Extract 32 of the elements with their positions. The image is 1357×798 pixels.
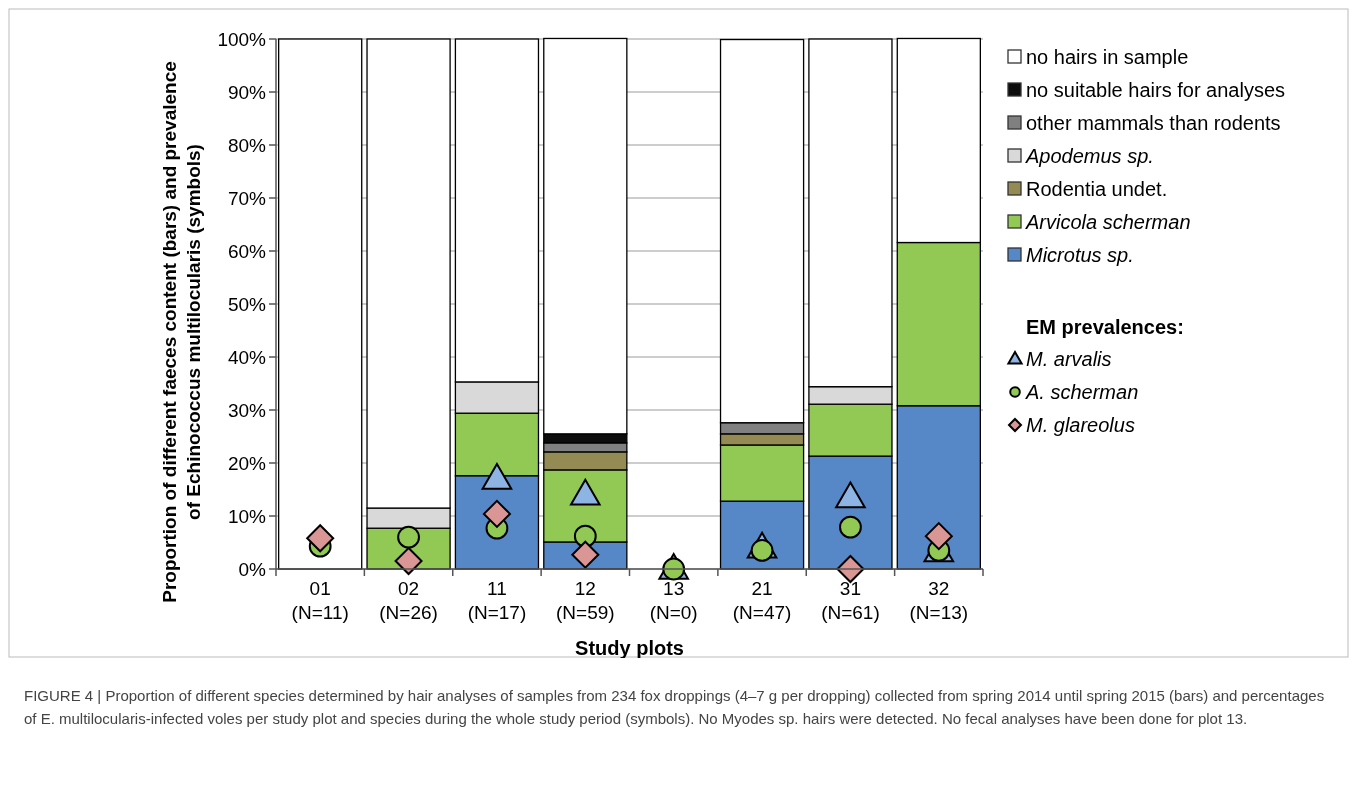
legend-label: A. scherman <box>1025 381 1139 403</box>
legend-label: Apodemus sp. <box>1025 145 1154 167</box>
legend-label: M. glareolus <box>1026 414 1135 436</box>
x-tick-label: 11 (N=17) <box>467 578 527 623</box>
y-axis-title: Proportion of different faeces content (bars) and prevalence of Echinococcus multilocularis (symbols) <box>159 61 204 603</box>
x-tick-label: 31 (N=61) <box>821 578 880 623</box>
text: no hairs in sample <box>1026 46 1189 68</box>
legend-label: Rodentia undet. <box>1026 178 1168 200</box>
y-tick-label: 100% <box>217 28 267 50</box>
caption: FIGURE 4 | Proportion of different species determined by hair analyses of samples from 234 fox droppings (4–7 g per dropping) collected from spring 2014 until spring 2015 (bars) and percentages of E. multilocularis-infected voles per study plot and species during the whole study period (symbols). No Myodes sp. hairs were detected. No fecal analyses have been done for plot 13. <box>24 686 1326 729</box>
y-tick-label: 70% <box>227 187 267 209</box>
x-tick-label: 21 (N=47) <box>732 578 792 623</box>
y-tick-label: 60% <box>227 240 267 262</box>
y-tick-label: 10% <box>227 505 267 527</box>
legend-label: other mammals than rodents <box>1026 112 1281 134</box>
legend-title: EM prevalences: <box>1026 316 1184 338</box>
y-tick-label: 90% <box>227 81 267 103</box>
y-tick-label: 50% <box>227 293 267 315</box>
x-tick-label: 12 (N=59) <box>556 578 615 623</box>
y-tick-label: 20% <box>227 452 267 474</box>
legend-label: Microtus sp. <box>1026 244 1134 266</box>
y-tick-label: 40% <box>227 346 267 368</box>
x-tick-label: 32 (N=13) <box>909 578 969 623</box>
legend-label: M. arvalis <box>1026 348 1112 370</box>
legend-label: Arvicola scherman <box>1025 211 1191 233</box>
legend-label: no suitable hairs for analyses <box>1026 79 1286 101</box>
y-tick-label: 30% <box>227 399 267 421</box>
y-tick-label: 80% <box>227 134 267 156</box>
y-tick-label: 0% <box>238 558 267 580</box>
x-tick-label: 13 (N=0) <box>649 578 698 623</box>
x-tick-label: 01 (N=11) <box>291 578 349 623</box>
x-tick-label: 02 (N=26) <box>379 578 438 623</box>
